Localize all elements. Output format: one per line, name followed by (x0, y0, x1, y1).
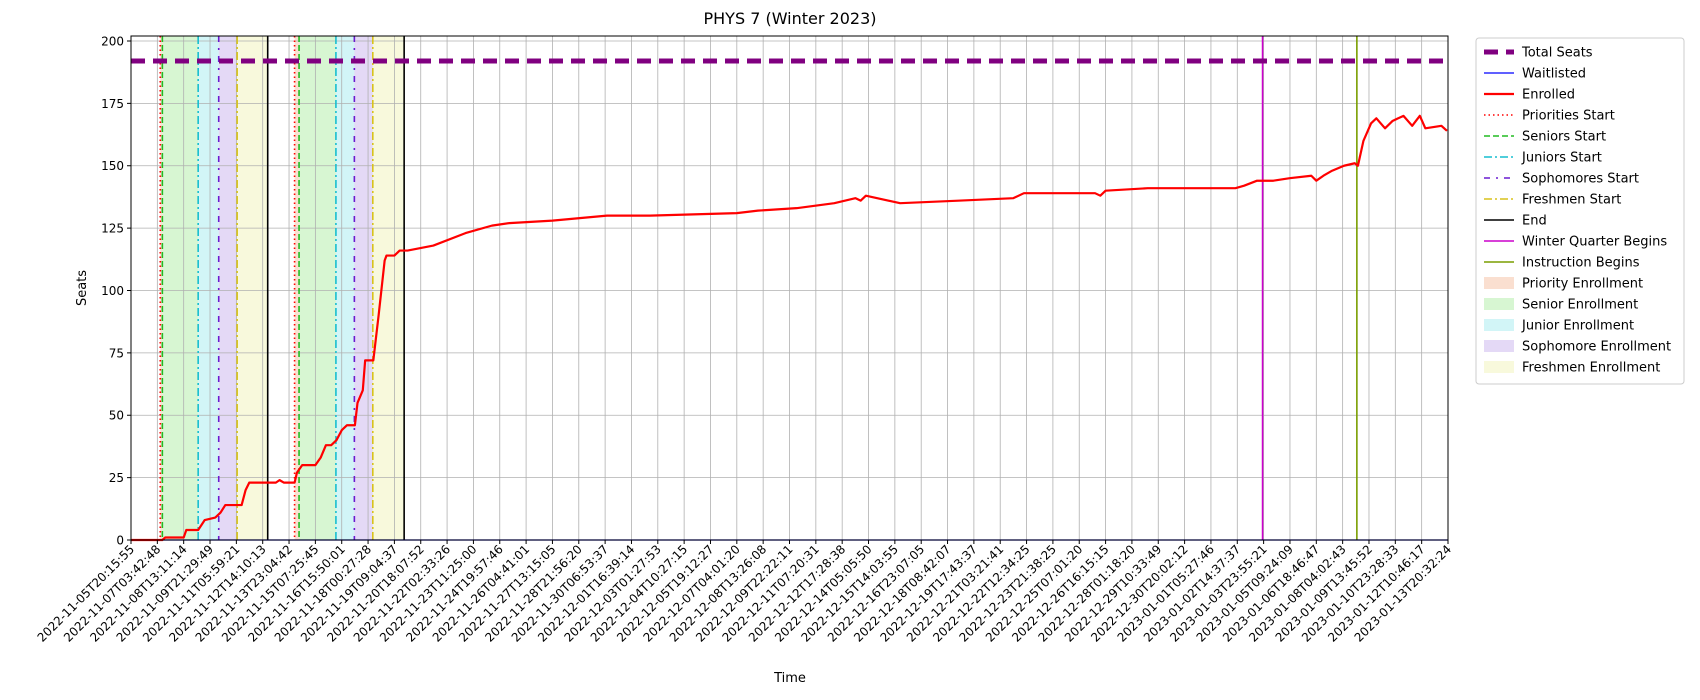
legend-label: Juniors Start (1521, 151, 1602, 166)
legend-label: Sophomore Enrollment (1522, 340, 1671, 355)
enrollment-span (299, 36, 336, 540)
legend-swatch (1484, 277, 1514, 289)
legend-label: Freshmen Start (1522, 193, 1621, 208)
enrollment-span (198, 36, 219, 540)
legend-label: Priorities Start (1522, 109, 1615, 124)
y-tick-label: 0 (116, 534, 124, 548)
legend-label: Seniors Start (1522, 130, 1606, 145)
y-tick-label: 125 (101, 222, 124, 236)
legend-box (1475, 37, 1685, 385)
chart-title: PHYS 7 (Winter 2023) (704, 9, 877, 28)
enrollment-span (162, 36, 199, 540)
legend-label: End (1522, 214, 1547, 229)
legend-label: Junior Enrollment (1521, 319, 1634, 334)
legend-label: Sophomores Start (1522, 172, 1639, 187)
legend-swatch (1484, 361, 1514, 373)
legend-swatch (1484, 340, 1514, 352)
legend-swatch (1484, 319, 1514, 331)
series-line (131, 114, 1448, 542)
enrollment-span (372, 36, 405, 540)
legend-label: Total Seats (1521, 46, 1593, 61)
legend-label: Waitlisted (1522, 67, 1586, 82)
y-tick-label: 175 (101, 97, 124, 111)
y-tick-label: 100 (101, 284, 124, 298)
legend-label: Senior Enrollment (1522, 298, 1638, 313)
y-axis-label: Seats (75, 270, 90, 306)
enrollment-span (218, 36, 238, 540)
legend-label: Freshmen Enrollment (1522, 361, 1660, 376)
y-tick-label: 75 (109, 346, 124, 360)
y-tick-label: 50 (109, 409, 124, 423)
enrollment-span (160, 36, 163, 540)
legend-label: Priority Enrollment (1522, 277, 1643, 292)
legend: Total Seats Waitlisted Enrolled Priorities … (1475, 37, 1685, 385)
y-tick-label: 150 (101, 159, 124, 173)
enrollment-span (354, 36, 373, 540)
enrollment-span (237, 36, 268, 540)
legend-label: Winter Quarter Begins (1522, 235, 1667, 250)
legend-label: Enrolled (1522, 88, 1575, 103)
x-axis-label: Time (773, 671, 806, 686)
plot-frame (130, 35, 1449, 541)
legend-swatch (1484, 298, 1514, 310)
enrollment-span (294, 36, 300, 540)
y-tick-label: 25 (109, 471, 124, 485)
plot-area (130, 36, 1449, 542)
enrollment-span (335, 36, 355, 540)
y-tick-label: 200 (101, 34, 124, 48)
legend-label: Instruction Begins (1522, 256, 1640, 271)
